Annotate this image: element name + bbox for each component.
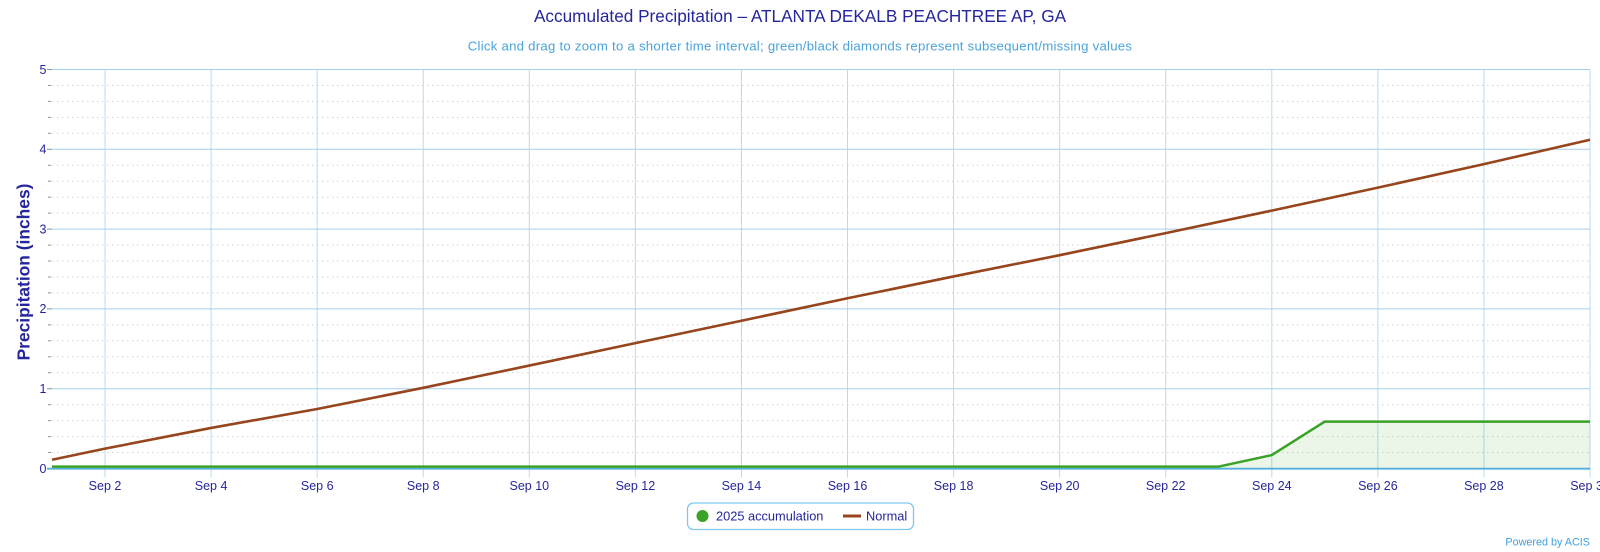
svg-text:Sep 6: Sep 6 — [301, 479, 334, 493]
svg-text:Sep 22: Sep 22 — [1146, 479, 1186, 493]
svg-text:Precipitation (inches): Precipitation (inches) — [14, 184, 34, 361]
svg-text:Sep 28: Sep 28 — [1464, 479, 1504, 493]
svg-text:Sep 18: Sep 18 — [934, 479, 974, 493]
svg-text:Accumulated Precipitation – AT: Accumulated Precipitation – ATLANTA DEKA… — [534, 6, 1067, 26]
svg-text:Sep 24: Sep 24 — [1252, 479, 1292, 493]
svg-text:Sep 2: Sep 2 — [89, 479, 122, 493]
svg-text:Sep 4: Sep 4 — [195, 479, 228, 493]
svg-text:Sep 20: Sep 20 — [1040, 479, 1080, 493]
svg-text:2025 accumulation: 2025 accumulation — [716, 508, 823, 523]
svg-text:Click and drag to zoom to a sh: Click and drag to zoom to a shorter time… — [468, 39, 1133, 54]
svg-text:Sep 14: Sep 14 — [722, 479, 762, 493]
svg-text:Normal: Normal — [866, 508, 907, 523]
svg-text:Sep 10: Sep 10 — [509, 479, 549, 493]
svg-text:3: 3 — [40, 222, 47, 236]
svg-text:Sep 16: Sep 16 — [828, 479, 868, 493]
svg-text:Powered by ACIS: Powered by ACIS — [1505, 537, 1590, 549]
svg-text:4: 4 — [40, 143, 47, 157]
svg-text:1: 1 — [40, 382, 47, 396]
svg-text:5: 5 — [40, 63, 47, 77]
svg-text:Sep 30: Sep 30 — [1570, 479, 1600, 493]
svg-text:Sep 8: Sep 8 — [407, 479, 440, 493]
svg-text:2: 2 — [40, 302, 47, 316]
svg-text:Sep 12: Sep 12 — [616, 479, 656, 493]
svg-text:Sep 26: Sep 26 — [1358, 479, 1398, 493]
svg-text:0: 0 — [40, 462, 47, 476]
